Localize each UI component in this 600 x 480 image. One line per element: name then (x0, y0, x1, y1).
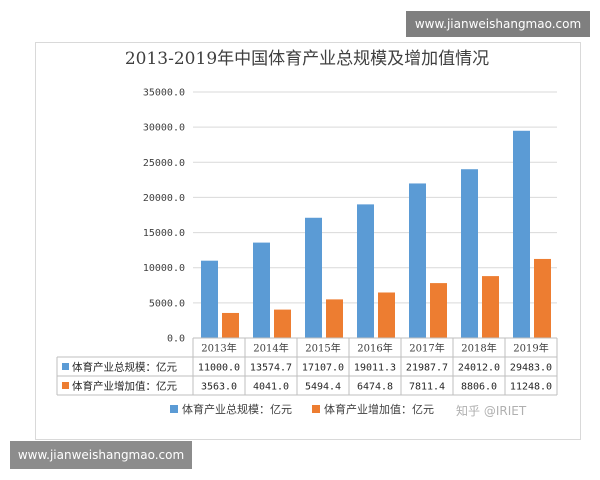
y-tick-label-5: 25000.0 (143, 158, 185, 169)
table-row-label-0: 体育产业总规模：亿元 (72, 361, 177, 374)
y-tick-label-3: 15000.0 (143, 228, 185, 239)
table-cell-1-1: 4041.0 (253, 382, 289, 393)
table-cell-0-3: 19011.3 (354, 363, 396, 374)
table-cell-0-6: 29483.0 (510, 363, 552, 374)
bar-total-1 (253, 242, 270, 338)
y-tick-label-0: 0.0 (167, 334, 185, 345)
category-label-5: 2018年 (461, 342, 496, 355)
bar-added-1 (274, 309, 291, 338)
bar-total-0 (201, 260, 218, 338)
bar-added-5 (482, 276, 499, 338)
bar-total-5 (461, 169, 478, 338)
table-legend-key-1 (62, 382, 69, 389)
bar-added-4 (430, 283, 447, 338)
y-tick-label-4: 20000.0 (143, 193, 185, 204)
y-tick-label-1: 5000.0 (149, 298, 185, 309)
table-cell-1-3: 6474.8 (357, 382, 393, 393)
table-cell-1-0: 3563.0 (201, 382, 237, 393)
table-cell-1-5: 8806.0 (461, 382, 497, 393)
category-label-2: 2015年 (305, 342, 340, 355)
chart-title: 2013-2019年中国体育产业总规模及增加值情况 (124, 49, 490, 69)
bar-added-6 (534, 258, 551, 338)
category-label-6: 2019年 (513, 342, 548, 355)
table-cell-1-4: 7811.4 (409, 382, 445, 393)
table-cell-1-6: 11248.0 (510, 382, 552, 393)
zhihu-watermark: 知乎 @IRIET (456, 404, 527, 418)
table-legend-key-0 (62, 363, 69, 370)
bar-total-2 (305, 217, 322, 338)
legend-label-added: 体育产业增加值：亿元 (324, 402, 434, 416)
y-tick-label-7: 35000.0 (143, 88, 185, 99)
table-cell-1-2: 5494.4 (305, 382, 341, 393)
legend-key-added (312, 405, 320, 413)
category-label-3: 2016年 (357, 342, 392, 355)
bar-total-6 (513, 130, 530, 338)
bar-total-3 (357, 204, 374, 338)
table-cell-0-5: 24012.0 (458, 363, 500, 374)
legend-key-total (170, 405, 178, 413)
table-cell-0-1: 13574.7 (250, 363, 292, 374)
bar-total-4 (409, 183, 426, 338)
y-tick-label-6: 30000.0 (143, 123, 185, 134)
watermark-top: www.jianweishangmao.com (406, 11, 590, 37)
category-label-1: 2014年 (253, 342, 288, 355)
table-cell-0-2: 17107.0 (302, 363, 344, 374)
bar-added-0 (222, 312, 239, 338)
category-label-4: 2017年 (409, 342, 444, 355)
table-row-label-1: 体育产业增加值：亿元 (72, 380, 177, 393)
y-tick-label-2: 10000.0 (143, 263, 185, 274)
table-cell-0-0: 11000.0 (198, 363, 240, 374)
watermark-bottom: www.jianweishangmao.com (10, 441, 192, 469)
legend-label-total: 体育产业总规模：亿元 (182, 402, 292, 416)
category-label-0: 2013年 (201, 342, 236, 355)
table-cell-0-4: 21987.7 (406, 363, 448, 374)
bar-added-3 (378, 292, 395, 338)
bar-added-2 (326, 299, 343, 338)
